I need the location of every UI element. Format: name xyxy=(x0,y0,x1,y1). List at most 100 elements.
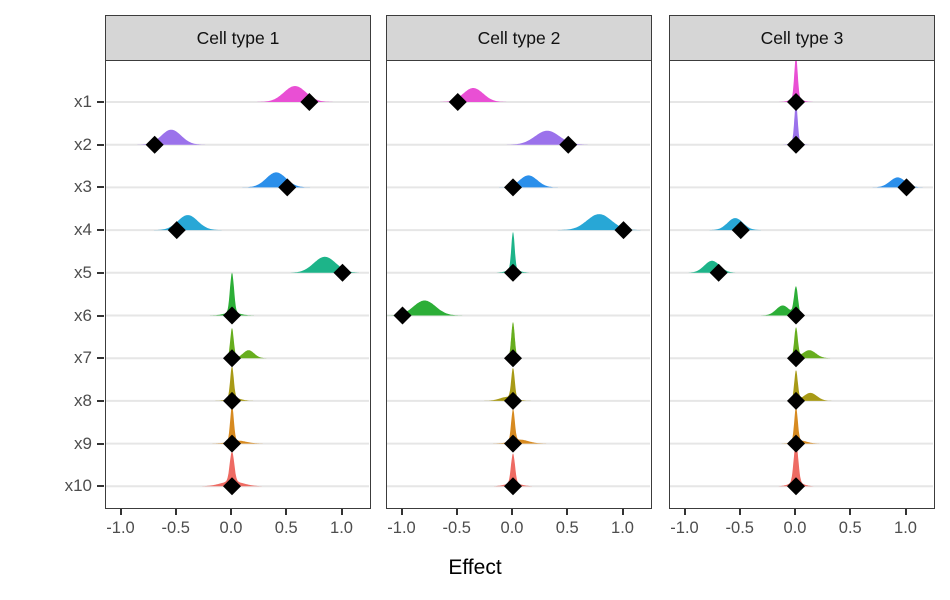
diamond-point-x5 xyxy=(504,263,522,282)
density-curve-x8 xyxy=(479,367,536,401)
y-axis-label-x2: x2 xyxy=(74,134,92,154)
x-tick-mark xyxy=(621,509,624,515)
density-curve-x9 xyxy=(205,405,270,444)
density-curve-x7 xyxy=(785,327,834,359)
diamond-point-x6 xyxy=(393,306,412,325)
x-tick-mark xyxy=(340,509,343,515)
x-tick-label: 0.0 xyxy=(500,519,524,537)
x-tick-mark xyxy=(174,509,177,515)
density-curve-x1 xyxy=(776,61,816,102)
diamond-point-x4 xyxy=(167,221,186,240)
facet-panel-3 xyxy=(669,61,935,509)
diamond-point-x9 xyxy=(223,434,241,453)
density-curve-x5 xyxy=(684,260,740,273)
x-tick-mark xyxy=(904,509,907,515)
x-tick-label: -1.0 xyxy=(670,519,699,537)
density-curve-x9 xyxy=(776,407,825,444)
facet-panel-canvas xyxy=(670,61,933,496)
x-tick-mark xyxy=(849,509,852,515)
y-axis-label-x7: x7 xyxy=(74,348,92,368)
x-tick-mark xyxy=(738,509,741,515)
x-tick-label: 1.0 xyxy=(611,519,634,537)
diamond-point-x5 xyxy=(333,263,352,282)
diamond-point-x9 xyxy=(504,434,522,453)
y-tick-mark xyxy=(97,357,104,360)
density-curve-x10 xyxy=(772,442,820,487)
x-tick-label: -0.5 xyxy=(161,519,190,537)
density-curve-x6 xyxy=(204,272,260,316)
y-axis-label-x9: x9 xyxy=(74,433,92,453)
density-curve-x5 xyxy=(285,256,365,273)
diamond-point-x10 xyxy=(787,477,805,496)
density-curve-x2 xyxy=(503,130,591,145)
x-axis-title: Effect xyxy=(448,556,502,579)
facet-strip-cell-type-2: Cell type 2 xyxy=(386,15,652,61)
density-curve-x4 xyxy=(152,215,224,231)
x-tick-mark xyxy=(400,509,403,515)
facet-panel-2 xyxy=(386,61,652,509)
diamond-point-x3 xyxy=(278,178,297,197)
y-tick-mark xyxy=(97,399,104,402)
density-curve-x10 xyxy=(192,451,272,487)
x-tick-mark xyxy=(566,509,569,515)
y-tick-mark xyxy=(97,186,104,189)
y-tick-mark xyxy=(97,143,104,146)
y-axis-label-x8: x8 xyxy=(74,390,92,410)
diamond-point-x4 xyxy=(731,221,750,240)
y-tick-mark xyxy=(97,314,104,317)
density-curve-x9 xyxy=(487,408,552,444)
diamond-point-x3 xyxy=(897,178,916,197)
facet-strip-label: Cell type 3 xyxy=(760,27,844,48)
diamond-point-x8 xyxy=(504,391,522,410)
diamond-point-x1 xyxy=(787,93,805,111)
diamond-point-x6 xyxy=(223,306,241,325)
x-tick-mark xyxy=(285,509,288,515)
facet-strip-cell-type-1: Cell type 1 xyxy=(105,15,371,61)
y-tick-mark xyxy=(97,271,104,274)
x-tick-label: -0.5 xyxy=(442,519,471,537)
diamond-point-x1 xyxy=(448,93,467,111)
diamond-point-x7 xyxy=(504,349,522,368)
density-curve-x3 xyxy=(496,175,561,188)
density-curve-x1 xyxy=(437,88,509,102)
x-tick-mark xyxy=(511,509,513,515)
diamond-point-x3 xyxy=(504,178,522,197)
density-curve-x4 xyxy=(555,214,643,231)
density-curve-x3 xyxy=(869,177,926,188)
x-tick-mark xyxy=(455,509,458,515)
density-curve-x2 xyxy=(135,129,207,145)
facet-panel-canvas xyxy=(387,88,650,496)
diamond-point-x10 xyxy=(504,477,522,496)
diamond-point-x4 xyxy=(614,221,633,240)
x-tick-label: 0.5 xyxy=(274,519,298,537)
x-tick-label: -1.0 xyxy=(387,519,416,537)
density-curve-x8 xyxy=(210,366,259,401)
x-tick-label: -0.5 xyxy=(725,519,754,537)
diamond-point-x2 xyxy=(145,135,164,154)
y-axis-label-x3: x3 xyxy=(74,177,92,197)
y-axis-label-x1: x1 xyxy=(74,92,92,111)
facet-strip-cell-type-3: Cell type 3 xyxy=(669,15,935,61)
x-tick-label: 1.0 xyxy=(894,519,917,537)
x-tick-mark xyxy=(683,509,686,515)
diamond-point-x7 xyxy=(787,349,805,368)
y-axis-label-x6: x6 xyxy=(74,305,92,325)
x-tick-label: 0.5 xyxy=(838,519,862,537)
x-tick-label: 0.0 xyxy=(219,519,243,537)
diamond-point-x5 xyxy=(709,263,728,282)
y-tick-mark xyxy=(97,485,104,488)
diamond-point-x8 xyxy=(787,391,805,410)
diamond-point-x2 xyxy=(787,135,805,154)
density-curve-x7 xyxy=(506,322,520,359)
diamond-point-x9 xyxy=(787,434,805,453)
density-curve-x10 xyxy=(485,453,541,487)
y-axis-label-x4: x4 xyxy=(74,220,92,240)
x-tick-label: 1.0 xyxy=(330,519,353,537)
y-axis-label-x5: x5 xyxy=(74,262,92,282)
diamond-point-x8 xyxy=(223,391,241,410)
x-tick-mark xyxy=(119,509,122,515)
density-curve-x8 xyxy=(786,370,835,401)
y-axis-label-x10: x10 xyxy=(64,476,92,496)
x-tick-label: -1.0 xyxy=(106,519,135,537)
facet-strip-label: Cell type 1 xyxy=(196,27,280,48)
